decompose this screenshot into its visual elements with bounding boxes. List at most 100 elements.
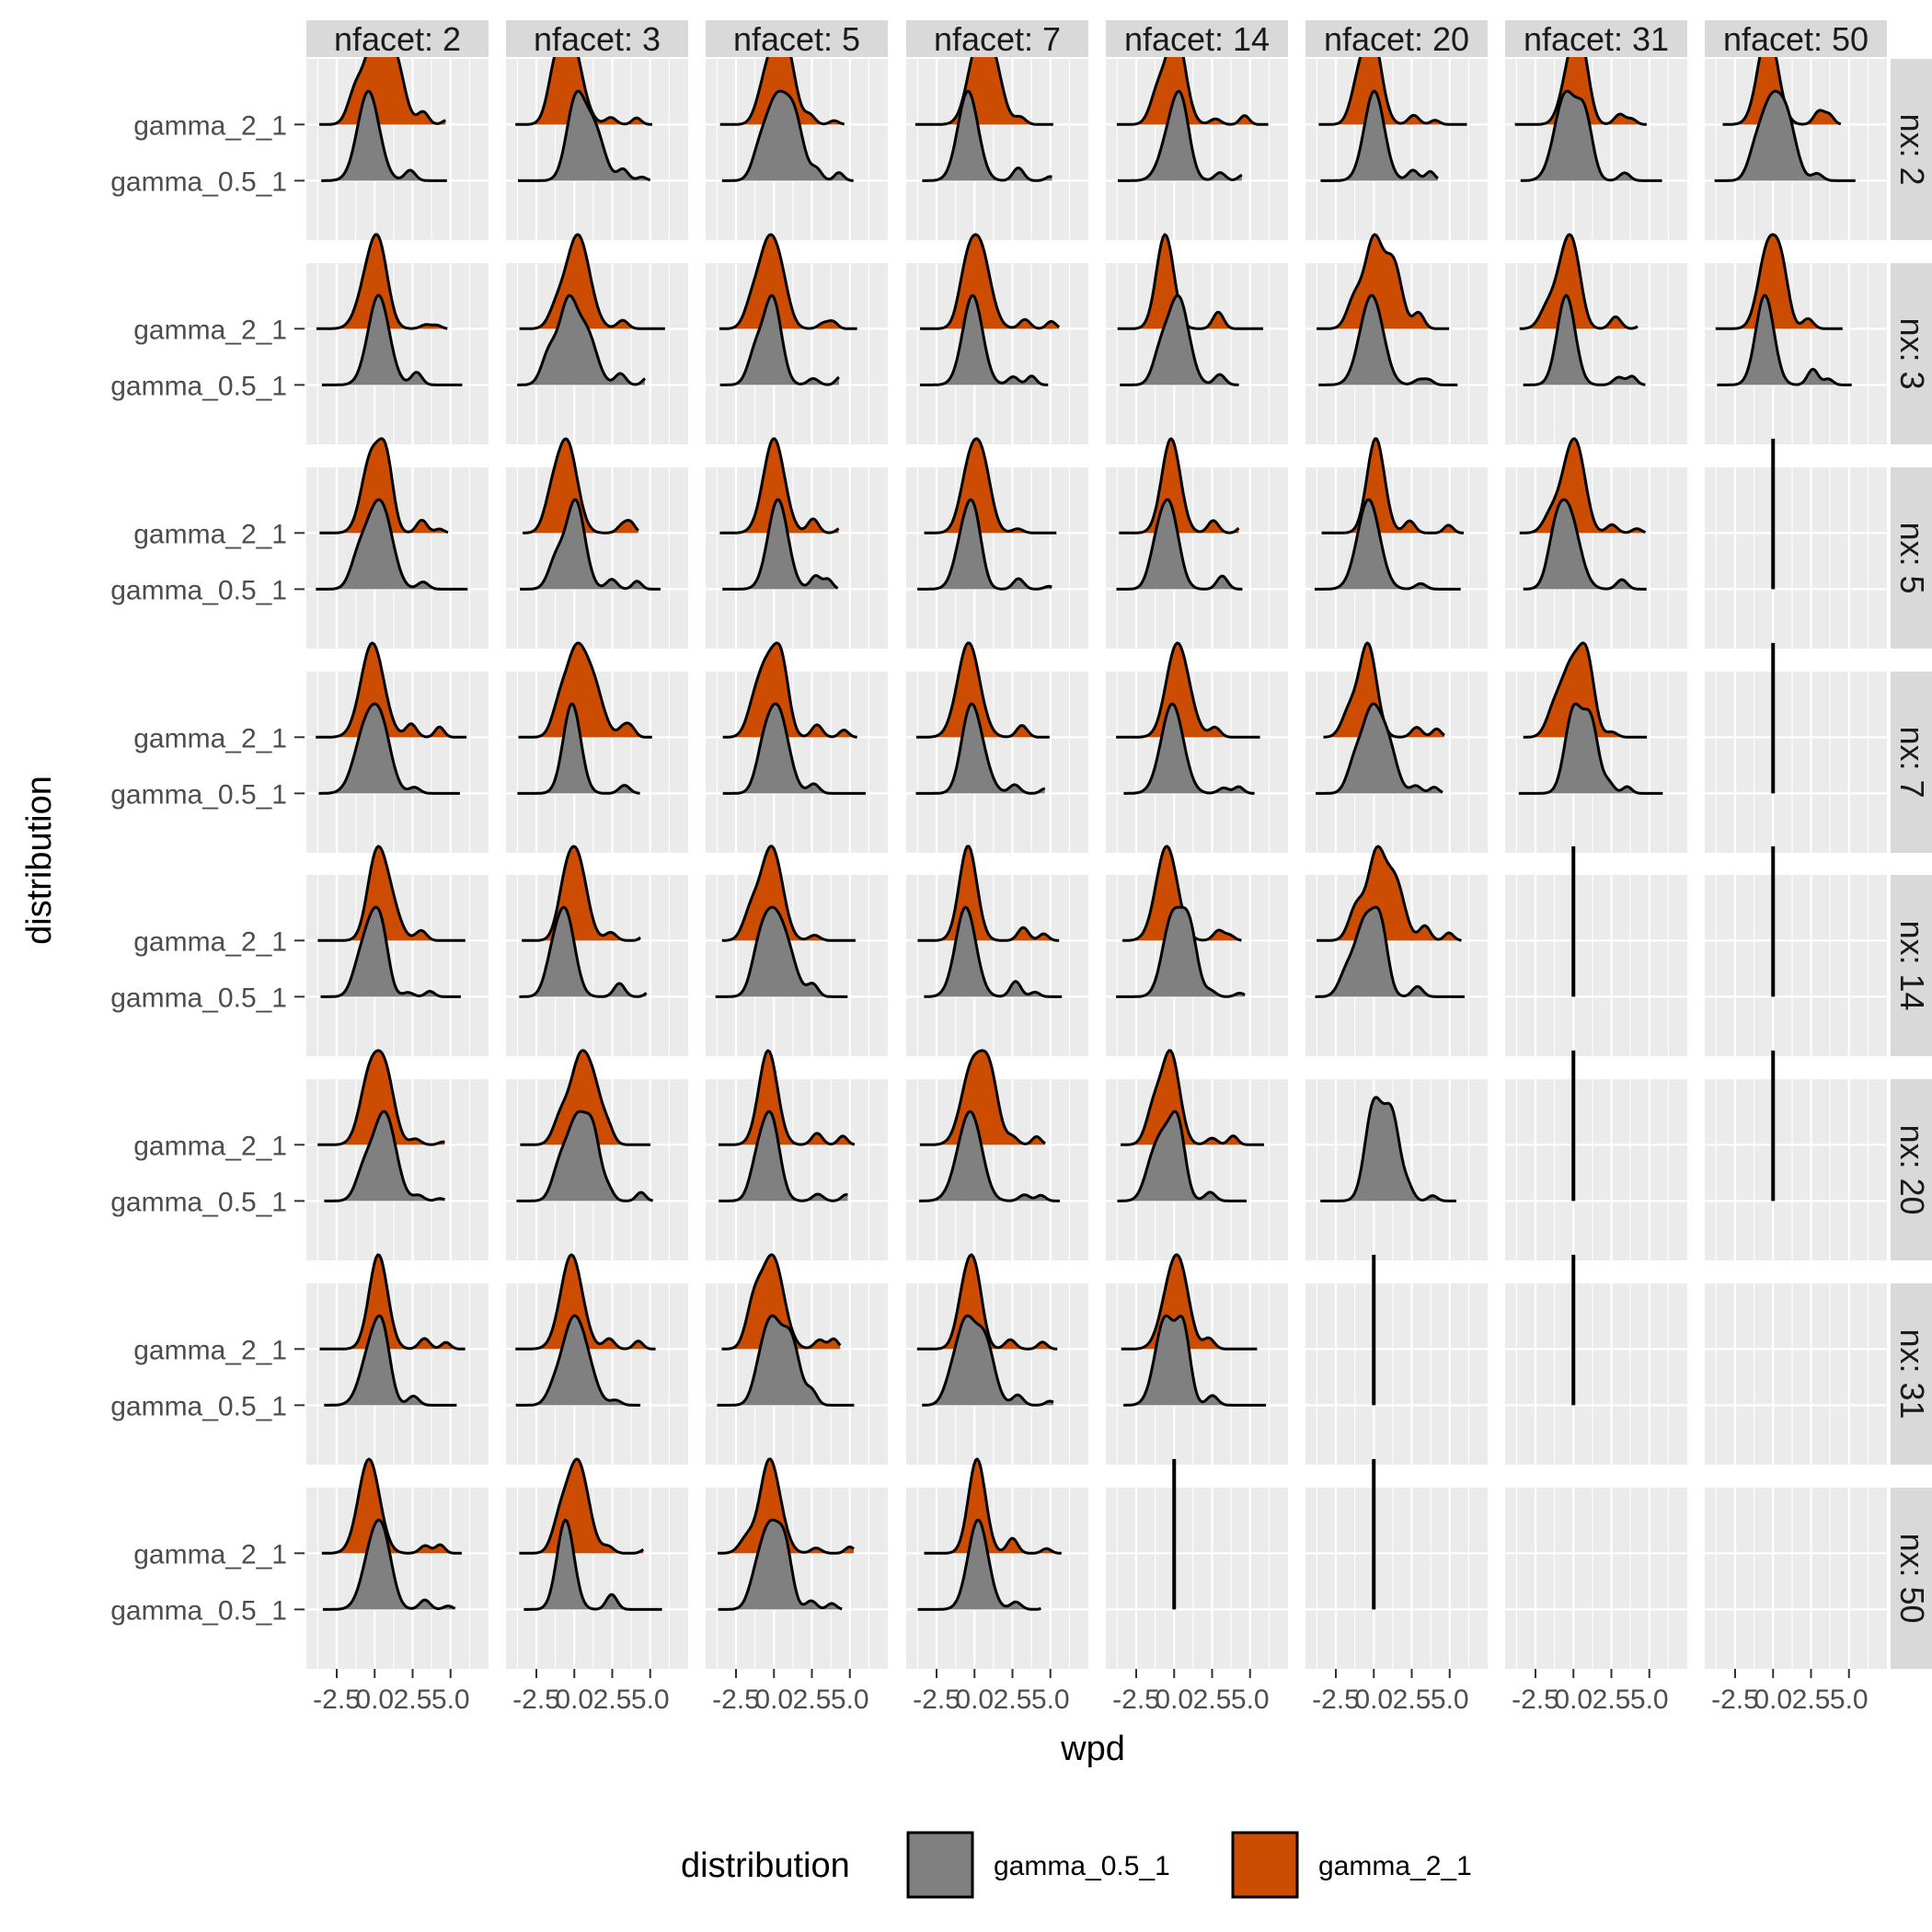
panel-background [1505,1283,1687,1465]
ridge-gamma-0-5-1-area [523,1520,662,1610]
panel-background [306,1283,489,1465]
column-strip-1: nfacet: 2 [306,20,489,58]
x-tick-label: 5.0 [631,1685,670,1715]
ridge-gamma-2-1-outline [1523,641,1648,739]
panel-r6-c8 [1705,1050,1887,1260]
panel-r3-c7 [1505,437,1687,649]
panel-r5-c3 [706,845,888,1056]
x-tick-label: 5.0 [1630,1685,1669,1715]
ridge-gamma-0-5-1-outline [321,293,463,386]
ridge-gamma-0-5-1-outline [719,1110,848,1202]
row-strip-label-nx-31: nx: 31 [1893,1328,1931,1419]
ridge-gamma-0-5-1-area [516,1111,653,1202]
x-axis-title: wpd [1060,1730,1125,1768]
ridge-gamma-0-5-1-outline [1118,89,1243,182]
ridge-gamma-2-1-area [1519,234,1638,329]
ridge-gamma-2-1-outline [721,1253,842,1351]
panel-r7-c8 [1705,1283,1887,1465]
ridge-gamma-0-5-1-area [922,91,1052,181]
panel-background [306,875,489,1056]
ridge-gamma-0-5-1-outline [1117,1110,1247,1202]
panel-r2-c6 [1305,233,1488,444]
row-strip-5: nx: 14 [1891,875,1932,1056]
panel-r8-c6 [1305,1458,1488,1669]
ridge-gamma-0-5-1-outline [320,905,461,998]
panel-r1-c5 [1106,29,1288,240]
ridge-gamma-2-1-area [1116,29,1269,125]
ridge-gamma-2-1-area [317,1050,445,1145]
ridge-gamma-0-5-1-area [320,907,461,997]
y-tick-label-gamma-0-5-1: gamma_0.5_1 [110,1187,287,1217]
ridge-gamma-0-5-1-area [917,500,1052,590]
panel-r5-c2 [506,845,688,1056]
panel-r4-c7 [1505,641,1687,853]
column-strip-background [1505,20,1687,57]
ridge-gamma-0-5-1-area [1518,704,1663,794]
panel-r4-c8 [1705,642,1887,853]
ridge-gamma-0-5-1-outline [915,702,1046,795]
panel-background [706,467,888,649]
panel-r6-c7 [1505,1050,1687,1260]
ridge-gamma-0-5-1-outline [721,89,854,182]
panel-background [706,1488,888,1669]
panel-background [906,1488,1088,1669]
ridge-gamma-0-5-1-area [517,704,640,794]
ridge-gamma-2-1-outline [1519,437,1647,535]
ridge-gamma-0-5-1-outline [1318,293,1458,386]
column-strip-background [706,20,888,57]
panel-r5-c7 [1505,845,1687,1056]
panel-r2-c4 [906,233,1088,444]
column-strip-8: nfacet: 50 [1705,20,1887,58]
x-tick-label: -2.5 [1112,1685,1160,1715]
x-tick-label: 0.0 [955,1685,994,1715]
ridge-gamma-0-5-1-area [719,1111,848,1202]
ridge-gamma-2-1-area [1122,845,1242,941]
panel-background [306,263,489,444]
x-tick-label: 5.0 [431,1685,470,1715]
row-strip-background [1891,1079,1932,1260]
y-tick-label-gamma-0-5-1: gamma_0.5_1 [110,167,287,197]
ridge-gamma-2-1-outline [520,1049,650,1146]
x-tick-label: 5.0 [1231,1685,1270,1715]
panel-r6-c5 [1106,1049,1288,1260]
ridge-gamma-2-1-outline [319,1253,466,1351]
ridge-gamma-0-5-1-area [321,295,463,385]
panel-background [906,467,1088,649]
ridge-gamma-0-5-1-area [1123,704,1255,794]
ridge-gamma-2-1-outline [317,845,466,942]
panel-background [1305,1283,1488,1465]
ridge-gamma-0-5-1-area [715,907,848,997]
panel-r7-c1 [306,1253,489,1465]
ridge-gamma-0-5-1-outline [519,905,648,998]
ridge-gamma-2-1-outline [1121,1253,1258,1351]
row-strips: nx: 2 nx: 3 nx: 5 nx: 7 nx: 14 nx: 20 nx: 31 nx… [1891,59,1932,1669]
ridge-gamma-0-5-1-area [316,500,468,590]
panel-r3-c5 [1106,437,1288,649]
panel-r7-c5 [1106,1253,1288,1465]
x-tick-label: 0.0 [555,1685,593,1715]
panel-background [1705,672,1887,853]
column-strip-background [906,20,1088,57]
ridge-gamma-2-1-outline [1116,641,1260,739]
ridge-gamma-2-1-area [321,1458,462,1554]
ridge-gamma-0-5-1-area [917,1520,1041,1610]
x-tick-label: 2.5 [994,1685,1032,1715]
ridge-gamma-0-5-1-outline [1123,1314,1267,1407]
ridge-gamma-0-5-1-outline [919,293,1049,386]
ridge-gamma-2-1-outline [523,437,639,535]
row-strip-label-nx-2: nx: 2 [1893,113,1931,185]
ridge-gamma-0-5-1-area [1116,907,1246,997]
ridge-gamma-2-1-area [721,1254,841,1350]
y-tick-label-gamma-0-5-1: gamma_0.5_1 [110,575,287,605]
ridge-gamma-0-5-1-area [1316,704,1443,794]
y-axis-labels: gamma_2_1 gamma_0.5_1 gamma_2_1 gamma_0.5_1… [110,110,305,1626]
ridge-gamma-2-1-area [719,438,839,534]
ridge-gamma-0-5-1-area [1315,907,1465,997]
y-tick-label-gamma-2-1: gamma_2_1 [133,1131,287,1161]
column-strip-background [1305,20,1488,57]
panel-background [1106,1488,1288,1669]
ridge-gamma-0-5-1-outline [1320,89,1439,182]
panel-background [1106,263,1288,444]
panel-r2-c5 [1106,233,1288,444]
panel-r2-c7 [1505,233,1687,444]
